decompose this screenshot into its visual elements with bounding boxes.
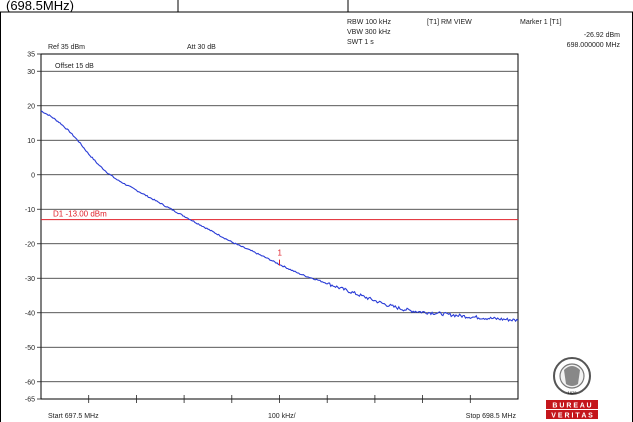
logo-word-veritas: V E R I T A S xyxy=(551,413,593,420)
y-tick-label: 0 xyxy=(31,172,35,179)
marker-title: Marker 1 [T1] xyxy=(520,19,562,26)
logo-band-1 xyxy=(546,400,598,409)
y-tick-label: 30 xyxy=(27,69,35,76)
x-axis-ticks xyxy=(88,395,471,403)
vbw-label: VBW 300 kHz xyxy=(347,29,391,36)
frequency-division: 100 kHz/ xyxy=(268,413,296,420)
stop-frequency: Stop 698.5 MHz xyxy=(466,413,517,420)
y-tick-label: 20 xyxy=(27,103,35,110)
y-tick-label: 10 xyxy=(27,138,35,145)
plot-border xyxy=(40,53,519,400)
bureau-veritas-logo: 1828 B U R E A U V E R I T A S xyxy=(546,357,598,420)
y-tick-label: -50 xyxy=(25,345,35,352)
seal-year: 1828 xyxy=(568,390,578,395)
ref-level: Ref 35 dBm xyxy=(48,44,85,51)
caption-strip: (698.5MHz) xyxy=(0,0,633,13)
y-tick-label: 35 xyxy=(27,52,35,59)
grid xyxy=(41,70,518,383)
marker-1: 1 xyxy=(278,249,283,266)
attenuation: Att 30 dB xyxy=(187,44,216,51)
marker-frequency: 698.000000 MHz xyxy=(567,42,621,49)
swt-label: SWT 1 s xyxy=(347,39,374,46)
seal-emblem xyxy=(564,366,580,386)
plot-area: 35 30 20 10 0 -10 -20 -30 -40 -50 -60 -65 Offset 15… xyxy=(25,52,519,404)
trace-mode: [T1] RM VIEW xyxy=(427,19,472,26)
y-tick-label: -60 xyxy=(25,379,35,386)
caption-text: (698.5MHz) xyxy=(6,0,74,13)
y-tick-label: -65 xyxy=(25,397,35,404)
y-tick-label: -10 xyxy=(25,207,35,214)
y-tick-label: -40 xyxy=(25,310,35,317)
start-frequency: Start 697.5 MHz xyxy=(48,413,99,420)
limit-line-label: D1 -13.00 dBm xyxy=(53,210,107,219)
marker-number: 1 xyxy=(278,249,283,258)
rbw-label: RBW 100 kHz xyxy=(347,19,391,26)
logo-word-bureau: B U R E A U xyxy=(552,403,591,410)
y-axis-ticks: 35 30 20 10 0 -10 -20 -30 -40 -50 -60 -65 xyxy=(25,52,41,404)
marker-level: -26.92 dBm xyxy=(584,32,620,39)
y-tick-label: -20 xyxy=(25,241,35,248)
y-tick-label: -30 xyxy=(25,276,35,283)
offset-label: Offset 15 dB xyxy=(55,63,94,70)
logo-band-2 xyxy=(546,410,598,419)
